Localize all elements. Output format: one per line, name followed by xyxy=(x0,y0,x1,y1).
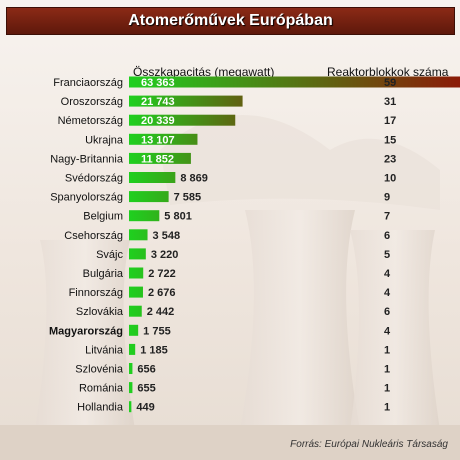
capacity-value-label: 11 852 xyxy=(141,153,174,165)
capacity-bar xyxy=(129,363,133,374)
reactor-count-label: 4 xyxy=(384,325,391,337)
capacity-bar xyxy=(129,152,191,164)
capacity-bar xyxy=(129,95,243,107)
category-label: Finnország xyxy=(69,287,123,299)
reactor-count-label: 6 xyxy=(384,306,390,318)
capacity-value-label: 2 442 xyxy=(147,306,175,318)
capacity-bar xyxy=(129,324,139,336)
reactor-count-label: 7 xyxy=(384,211,390,223)
reactor-count-label: 4 xyxy=(384,268,391,280)
category-label: Bulgária xyxy=(83,268,124,280)
capacity-value-label: 1 185 xyxy=(140,344,168,356)
capacity-value-label: 8 869 xyxy=(180,173,208,185)
capacity-value-label: 21 743 xyxy=(141,96,175,108)
category-label: Spanyolország xyxy=(50,192,123,204)
category-label: Belgium xyxy=(83,211,123,223)
capacity-value-label: 655 xyxy=(137,383,155,395)
capacity-value-label: 7 585 xyxy=(174,192,202,204)
reactor-count-label: 1 xyxy=(384,383,390,395)
capacity-bar xyxy=(129,114,236,126)
capacity-bar xyxy=(129,172,176,183)
capacity-bar xyxy=(129,191,169,203)
category-label: Nagy-Britannia xyxy=(50,153,124,165)
capacity-bar xyxy=(129,401,132,413)
category-label: Franciaország xyxy=(53,77,123,89)
category-label: Svájc xyxy=(96,249,123,261)
capacity-bar xyxy=(129,267,144,279)
capacity-value-label: 656 xyxy=(137,364,155,376)
category-label: Magyarország xyxy=(49,325,123,337)
reactor-count-label: 1 xyxy=(384,364,390,376)
category-label: Szlovénia xyxy=(75,364,124,376)
capacity-value-label: 13 107 xyxy=(141,134,175,146)
capacity-value-label: 3 220 xyxy=(151,249,179,261)
reactor-count-label: 5 xyxy=(384,249,390,261)
capacity-bar xyxy=(129,286,143,298)
capacity-bar xyxy=(129,305,142,317)
reactor-count-label: 17 xyxy=(384,115,396,127)
category-label: Oroszország xyxy=(61,96,123,108)
reactor-count-label: 23 xyxy=(384,153,396,165)
capacity-value-label: 449 xyxy=(136,402,154,414)
reactor-count-label: 59 xyxy=(384,77,396,89)
reactor-count-label: 1 xyxy=(384,402,390,414)
capacity-value-label: 5 801 xyxy=(164,211,192,223)
capacity-value-label: 20 339 xyxy=(141,115,175,127)
source-note: Forrás: Európai Nukleáris Társaság xyxy=(290,439,448,450)
chart-title: Atomerőművek Európában xyxy=(6,7,455,35)
capacity-value-label: 63 363 xyxy=(141,77,175,89)
reactor-count-label: 10 xyxy=(384,173,396,185)
reactor-count-column-header: Reaktorblokkok száma xyxy=(327,65,449,79)
capacity-bar xyxy=(129,76,460,88)
reactor-count-label: 31 xyxy=(384,96,396,108)
capacity-bar xyxy=(129,133,198,145)
capacity-bar xyxy=(129,343,136,355)
capacity-bar xyxy=(129,210,160,222)
capacity-bar xyxy=(129,382,133,394)
category-label: Svédország xyxy=(65,173,123,185)
reactor-count-label: 15 xyxy=(384,134,396,146)
category-label: Litvánia xyxy=(85,344,124,356)
category-label: Csehország xyxy=(64,230,123,242)
category-label: Szlovákia xyxy=(76,306,124,318)
reactor-count-label: 4 xyxy=(384,287,391,299)
capacity-value-label: 3 548 xyxy=(153,230,181,242)
capacity-value-label: 2 722 xyxy=(148,268,176,280)
capacity-value-label: 1 755 xyxy=(143,325,171,337)
reactor-count-label: 1 xyxy=(384,344,390,356)
category-label: Németország xyxy=(58,115,123,127)
capacity-column-header: Összkapacitás (megawatt) xyxy=(133,65,275,79)
capacity-bar xyxy=(129,248,146,260)
reactor-count-label: 6 xyxy=(384,230,390,242)
capacity-bar xyxy=(129,229,148,241)
capacity-value-label: 2 676 xyxy=(148,287,176,299)
category-label: Románia xyxy=(79,383,124,395)
reactor-count-label: 9 xyxy=(384,192,390,204)
category-label: Ukrajna xyxy=(85,134,124,146)
category-label: Hollandia xyxy=(77,402,124,414)
